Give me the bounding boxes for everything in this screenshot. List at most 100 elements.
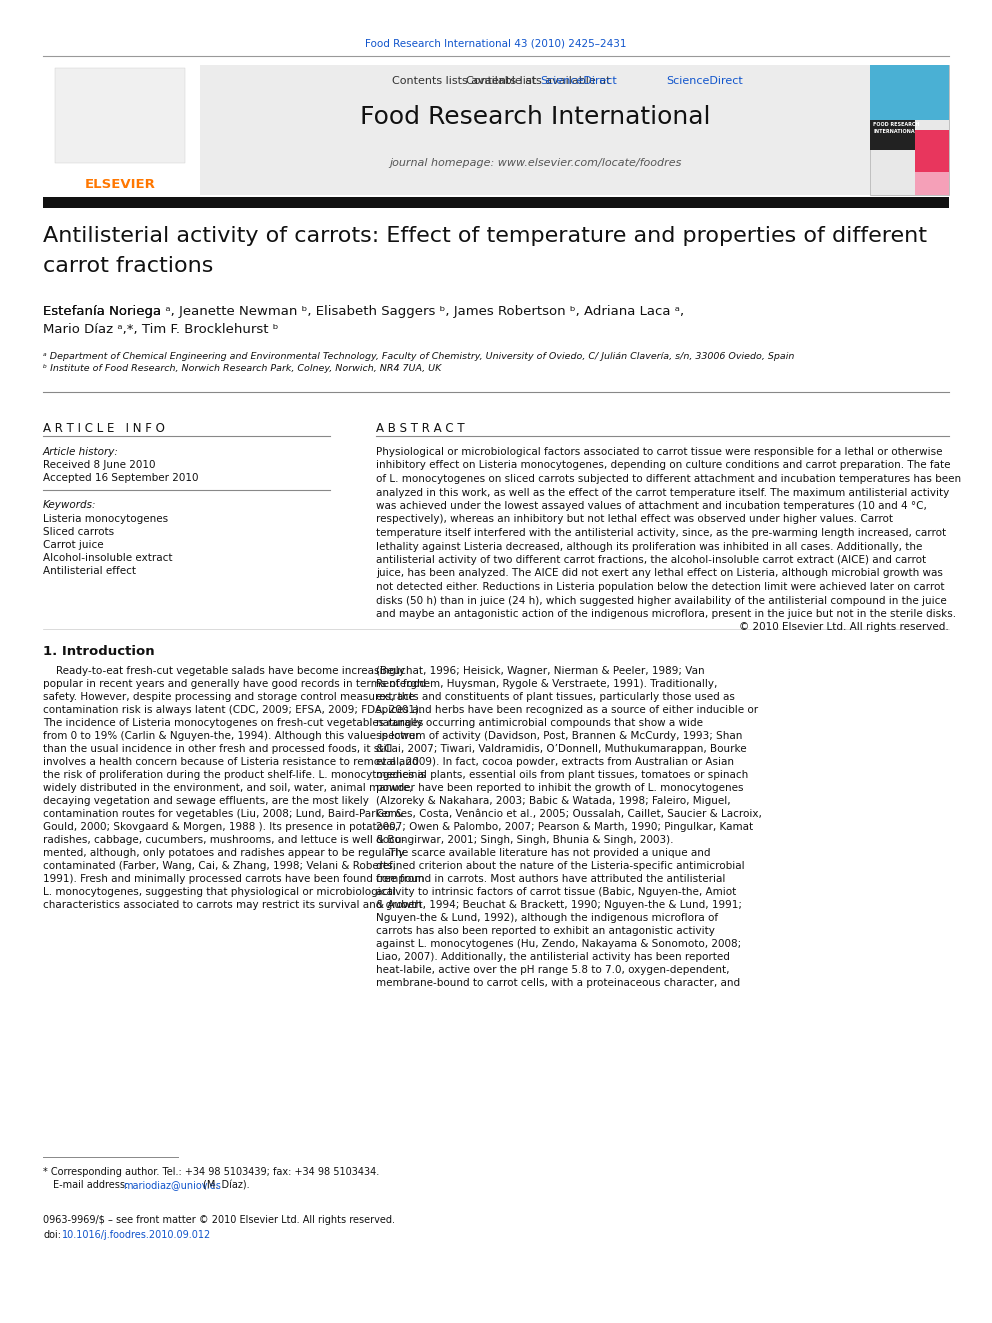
Text: lethality against Listeria decreased, although its proliferation was inhibited i: lethality against Listeria decreased, al…	[376, 541, 923, 552]
Text: Contents lists available at: Contents lists available at	[466, 75, 614, 86]
Text: & Aubert, 1994; Beuchat & Brackett, 1990; Nguyen-the & Lund, 1991;: & Aubert, 1994; Beuchat & Brackett, 1990…	[376, 900, 742, 910]
Text: analyzed in this work, as well as the effect of the carrot temperature itself. T: analyzed in this work, as well as the ef…	[376, 487, 949, 497]
Text: journal homepage: www.elsevier.com/locate/foodres: journal homepage: www.elsevier.com/locat…	[389, 157, 682, 168]
Text: FOOD RESEARCH: FOOD RESEARCH	[873, 122, 920, 127]
Text: Nguyen-the & Lund, 1992), although the indigenous microflora of: Nguyen-the & Lund, 1992), although the i…	[376, 913, 718, 923]
Text: from 0 to 19% (Carlin & Nguyen-the, 1994). Although this value is lower: from 0 to 19% (Carlin & Nguyen-the, 1994…	[43, 732, 420, 741]
Text: 1. Introduction: 1. Introduction	[43, 646, 155, 658]
Text: (M. Díaz).: (M. Díaz).	[203, 1180, 250, 1189]
Text: Listeria monocytogenes: Listeria monocytogenes	[43, 515, 168, 524]
Text: heat-labile, active over the pH range 5.8 to 7.0, oxygen-dependent,: heat-labile, active over the pH range 5.…	[376, 964, 729, 975]
Text: (Beuchat, 1996; Heisick, Wagner, Nierman & Peeler, 1989; Van: (Beuchat, 1996; Heisick, Wagner, Nierman…	[376, 665, 704, 676]
Text: membrane-bound to carrot cells, with a proteinaceous character, and: membrane-bound to carrot cells, with a p…	[376, 978, 740, 988]
Text: Ready-to-eat fresh-cut vegetable salads have become increasingly: Ready-to-eat fresh-cut vegetable salads …	[43, 665, 405, 676]
FancyBboxPatch shape	[915, 130, 949, 172]
Text: Renterghem, Huysman, Rygole & Verstraete, 1991). Traditionally,: Renterghem, Huysman, Rygole & Verstraete…	[376, 679, 717, 689]
Text: was achieved under the lowest assayed values of attachment and incubation temper: was achieved under the lowest assayed va…	[376, 501, 927, 511]
Text: against L. monocytogenes (Hu, Zendo, Nakayama & Sonomoto, 2008;: against L. monocytogenes (Hu, Zendo, Nak…	[376, 939, 741, 949]
FancyBboxPatch shape	[870, 120, 915, 149]
Text: INTERNATIONAL: INTERNATIONAL	[873, 130, 918, 134]
Text: powder have been reported to inhibit the growth of L. monocytogenes: powder have been reported to inhibit the…	[376, 783, 743, 792]
Text: 10.1016/j.foodres.2010.09.012: 10.1016/j.foodres.2010.09.012	[62, 1230, 211, 1240]
Text: Food Research International: Food Research International	[360, 105, 710, 130]
Text: than the usual incidence in other fresh and processed foods, it still: than the usual incidence in other fresh …	[43, 744, 393, 754]
Text: medicinal plants, essential oils from plant tissues, tomatoes or spinach: medicinal plants, essential oils from pl…	[376, 770, 748, 781]
Text: safety. However, despite processing and storage control measures, the: safety. However, despite processing and …	[43, 692, 415, 703]
Text: Estefanía Noriega: Estefanía Noriega	[43, 306, 166, 318]
Text: Liao, 2007). Additionally, the antilisterial activity has been reported: Liao, 2007). Additionally, the antiliste…	[376, 953, 730, 962]
Text: 1991). Fresh and minimally processed carrots have been found free from: 1991). Fresh and minimally processed car…	[43, 875, 425, 884]
Text: ᵇ Institute of Food Research, Norwich Research Park, Colney, Norwich, NR4 7UA, U: ᵇ Institute of Food Research, Norwich Re…	[43, 364, 441, 373]
Text: & Bongirwar, 2001; Singh, Singh, Bhunia & Singh, 2003).: & Bongirwar, 2001; Singh, Singh, Bhunia …	[376, 835, 674, 845]
Text: doi:: doi:	[43, 1230, 61, 1240]
FancyBboxPatch shape	[43, 65, 198, 185]
Text: spectrum of activity (Davidson, Post, Brannen & McCurdy, 1993; Shan: spectrum of activity (Davidson, Post, Br…	[376, 732, 742, 741]
Text: carrot fractions: carrot fractions	[43, 255, 213, 277]
Text: carrots has also been reported to exhibit an antagonistic activity: carrots has also been reported to exhibi…	[376, 926, 715, 935]
Text: spices and herbs have been recognized as a source of either inducible or: spices and herbs have been recognized as…	[376, 705, 758, 714]
Text: (Alzoreky & Nakahara, 2003; Babic & Watada, 1998; Faleiro, Miguel,: (Alzoreky & Nakahara, 2003; Babic & Wata…	[376, 796, 731, 806]
Text: E-mail address:: E-mail address:	[53, 1180, 131, 1189]
Text: Antilisterial effect: Antilisterial effect	[43, 566, 136, 576]
Text: Keywords:: Keywords:	[43, 500, 96, 509]
Text: juice, has been analyzed. The AICE did not exert any lethal effect on Listeria, : juice, has been analyzed. The AICE did n…	[376, 569, 942, 578]
Text: antilisterial activity of two different carrot fractions, the alcohol-insoluble : antilisterial activity of two different …	[376, 556, 927, 565]
Text: ᵃ Department of Chemical Engineering and Environmental Technology, Faculty of Ch: ᵃ Department of Chemical Engineering and…	[43, 352, 795, 361]
Text: of L. monocytogenes on sliced carrots subjected to different attachment and incu: of L. monocytogenes on sliced carrots su…	[376, 474, 961, 484]
Text: contaminated (Farber, Wang, Cai, & Zhang, 1998; Velani & Roberts,: contaminated (Farber, Wang, Cai, & Zhang…	[43, 861, 396, 871]
Text: © 2010 Elsevier Ltd. All rights reserved.: © 2010 Elsevier Ltd. All rights reserved…	[739, 623, 949, 632]
Text: and maybe an antagonistic action of the indigenous microflora, present in the ju: and maybe an antagonistic action of the …	[376, 609, 956, 619]
Text: Contents lists available at: Contents lists available at	[392, 75, 540, 86]
Text: The scarce available literature has not provided a unique and: The scarce available literature has not …	[376, 848, 710, 859]
Text: activity to intrinsic factors of carrot tissue (Babic, Nguyen-the, Amiot: activity to intrinsic factors of carrot …	[376, 886, 736, 897]
Text: 0963-9969/$ – see front matter © 2010 Elsevier Ltd. All rights reserved.: 0963-9969/$ – see front matter © 2010 El…	[43, 1215, 395, 1225]
Text: characteristics associated to carrots may restrict its survival and growth: characteristics associated to carrots ma…	[43, 900, 422, 910]
Text: A R T I C L E   I N F O: A R T I C L E I N F O	[43, 422, 165, 435]
Text: The incidence of Listeria monocytogenes on fresh-cut vegetables ranges: The incidence of Listeria monocytogenes …	[43, 718, 424, 728]
Text: Gould, 2000; Skovgaard & Morgen, 1988 ). Its presence in potatoes,: Gould, 2000; Skovgaard & Morgen, 1988 ).…	[43, 822, 398, 832]
Text: Mario Díaz ᵃ,*, Tim F. Brocklehurst ᵇ: Mario Díaz ᵃ,*, Tim F. Brocklehurst ᵇ	[43, 323, 279, 336]
Text: extracts and constituents of plant tissues, particularly those used as: extracts and constituents of plant tissu…	[376, 692, 735, 703]
Text: decaying vegetation and sewage effluents, are the most likely: decaying vegetation and sewage effluents…	[43, 796, 369, 806]
Text: 2007; Owen & Palombo, 2007; Pearson & Marth, 1990; Pingulkar, Kamat: 2007; Owen & Palombo, 2007; Pearson & Ma…	[376, 822, 753, 832]
Text: not detected either. Reductions in Listeria population below the detection limit: not detected either. Reductions in Liste…	[376, 582, 944, 591]
FancyBboxPatch shape	[43, 197, 949, 208]
Text: compound in carrots. Most authors have attributed the antilisterial: compound in carrots. Most authors have a…	[376, 875, 725, 884]
Text: popular in recent years and generally have good records in terms of food: popular in recent years and generally ha…	[43, 679, 426, 689]
Text: contamination risk is always latent (CDC, 2009; EFSA, 2009; FDA, 2001).: contamination risk is always latent (CDC…	[43, 705, 423, 714]
FancyBboxPatch shape	[870, 65, 949, 120]
Text: the risk of proliferation during the product shelf-life. L. monocytogenes is: the risk of proliferation during the pro…	[43, 770, 426, 781]
Text: Gomes, Costa, Venâncio et al., 2005; Oussalah, Caillet, Saucier & Lacroix,: Gomes, Costa, Venâncio et al., 2005; Ous…	[376, 808, 762, 819]
Text: respectively), whereas an inhibitory but not lethal effect was observed under hi: respectively), whereas an inhibitory but…	[376, 515, 893, 524]
FancyBboxPatch shape	[200, 65, 870, 194]
Text: L. monocytogenes, suggesting that physiological or microbiological: L. monocytogenes, suggesting that physio…	[43, 886, 396, 897]
Text: Estefanía Noriega ᵃ, Jeanette Newman ᵇ, Elisabeth Saggers ᵇ, James Robertson ᵇ, : Estefanía Noriega ᵃ, Jeanette Newman ᵇ, …	[43, 306, 684, 318]
Text: involves a health concern because of Listeria resistance to removal and: involves a health concern because of Lis…	[43, 757, 419, 767]
Text: ScienceDirect: ScienceDirect	[540, 75, 617, 86]
Text: et al, 2009). In fact, cocoa powder, extracts from Australian or Asian: et al, 2009). In fact, cocoa powder, ext…	[376, 757, 734, 767]
Text: Received 8 June 2010: Received 8 June 2010	[43, 460, 156, 470]
Text: * Corresponding author. Tel.: +34 98 5103439; fax: +34 98 5103434.: * Corresponding author. Tel.: +34 98 510…	[43, 1167, 379, 1177]
Text: Carrot juice: Carrot juice	[43, 540, 103, 550]
Text: Physiological or microbiological factors associated to carrot tissue were respon: Physiological or microbiological factors…	[376, 447, 942, 456]
Text: Article history:: Article history:	[43, 447, 119, 456]
Text: widely distributed in the environment, and soil, water, animal manure,: widely distributed in the environment, a…	[43, 783, 413, 792]
Text: A B S T R A C T: A B S T R A C T	[376, 422, 464, 435]
Text: inhibitory effect on Listeria monocytogenes, depending on culture conditions and: inhibitory effect on Listeria monocytoge…	[376, 460, 950, 471]
Text: Antilisterial activity of carrots: Effect of temperature and properties of diffe: Antilisterial activity of carrots: Effec…	[43, 226, 927, 246]
FancyBboxPatch shape	[915, 172, 949, 194]
FancyBboxPatch shape	[870, 65, 949, 194]
Text: defined criterion about the nature of the Listeria-specific antimicrobial: defined criterion about the nature of th…	[376, 861, 745, 871]
FancyBboxPatch shape	[55, 67, 185, 163]
Text: radishes, cabbage, cucumbers, mushrooms, and lettuce is well docu-: radishes, cabbage, cucumbers, mushrooms,…	[43, 835, 406, 845]
Text: ScienceDirect: ScienceDirect	[666, 75, 743, 86]
Text: ELSEVIER: ELSEVIER	[84, 179, 156, 191]
Text: temperature itself interfered with the antilisterial activity, since, as the pre: temperature itself interfered with the a…	[376, 528, 946, 538]
Text: naturally occurring antimicrobial compounds that show a wide: naturally occurring antimicrobial compou…	[376, 718, 703, 728]
Text: mariodiaz@uniov.es: mariodiaz@uniov.es	[123, 1180, 221, 1189]
Text: &Cai, 2007; Tiwari, Valdramidis, O’Donnell, Muthukumarappan, Bourke: &Cai, 2007; Tiwari, Valdramidis, O’Donne…	[376, 744, 747, 754]
Text: Sliced carrots: Sliced carrots	[43, 527, 114, 537]
Text: disks (50 h) than in juice (24 h), which suggested higher availability of the an: disks (50 h) than in juice (24 h), which…	[376, 595, 946, 606]
Text: Food Research International 43 (2010) 2425–2431: Food Research International 43 (2010) 24…	[365, 38, 627, 48]
Text: Alcohol-insoluble extract: Alcohol-insoluble extract	[43, 553, 173, 564]
